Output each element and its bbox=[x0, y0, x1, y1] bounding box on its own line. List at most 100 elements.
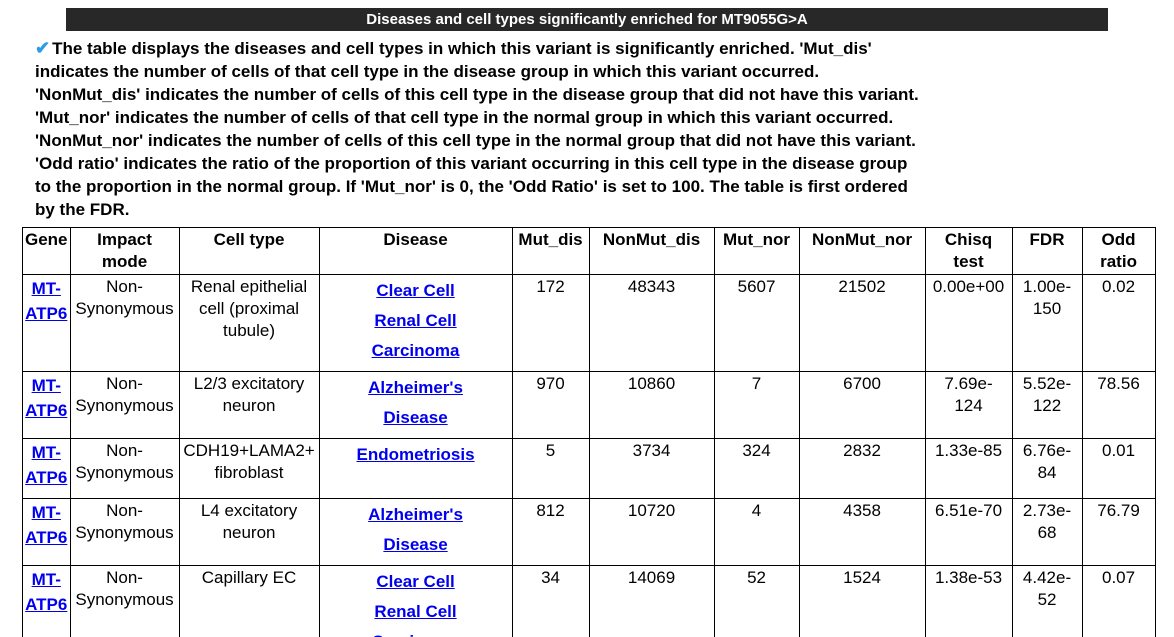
gene-link[interactable]: MT- ATP6 bbox=[25, 376, 68, 420]
nonmut-nor-cell: 21502 bbox=[798, 274, 926, 372]
mut-dis-cell: 5 bbox=[511, 438, 590, 499]
gene-link[interactable]: MT- ATP6 bbox=[25, 443, 68, 487]
impact-mode-cell: Non- Synonymous bbox=[69, 371, 180, 439]
fdr-cell: 2.73e- 68 bbox=[1011, 498, 1083, 566]
gene-cell: MT- ATP6 bbox=[22, 371, 71, 439]
mut-dis-cell: 34 bbox=[511, 565, 590, 637]
disease-link[interactable]: Clear Cell bbox=[376, 572, 455, 591]
nonmut-dis-cell: 48343 bbox=[588, 274, 715, 372]
nonmut-nor-cell: 1524 bbox=[798, 565, 926, 637]
gene-link[interactable]: MT- ATP6 bbox=[25, 570, 68, 614]
checkmark-icon: ✔ bbox=[35, 38, 51, 58]
disease-links: Alzheimer's Disease bbox=[322, 504, 510, 556]
disease-link[interactable]: Renal Cell bbox=[374, 311, 457, 330]
mut-nor-cell: 7 bbox=[713, 371, 800, 439]
cell-type-cell: CDH19+LAMA2+ fibroblast bbox=[178, 438, 320, 499]
cell-type-cell: L2/3 excitatory neuron bbox=[178, 371, 320, 439]
column-header-mut-dis: Mut_dis bbox=[511, 227, 590, 275]
cell-type-cell: Renal epithelial cell (proximal tubule) bbox=[178, 274, 320, 372]
mut-dis-cell: 172 bbox=[511, 274, 590, 372]
mut-nor-cell: 5607 bbox=[713, 274, 800, 372]
disease-link[interactable]: Endometriosis bbox=[356, 445, 475, 464]
disease-link[interactable]: Renal Cell bbox=[374, 602, 457, 621]
gene-link[interactable]: MT- ATP6 bbox=[25, 503, 68, 547]
disease-link[interactable]: Carcinoma bbox=[322, 631, 510, 637]
disease-link[interactable]: Alzheimer's bbox=[368, 378, 463, 397]
mut-nor-cell: 4 bbox=[713, 498, 800, 566]
mut-nor-cell: 52 bbox=[713, 565, 800, 637]
fdr-cell: 4.42e- 52 bbox=[1011, 565, 1083, 637]
nonmut-nor-cell: 4358 bbox=[798, 498, 926, 566]
chisq-test-cell: 7.69e- 124 bbox=[924, 371, 1013, 439]
nonmut-dis-cell: 10720 bbox=[588, 498, 715, 566]
nonmut-dis-cell: 14069 bbox=[588, 565, 715, 637]
gene-cell: MT- ATP6 bbox=[22, 274, 71, 372]
column-header-odd-ratio: Odd ratio bbox=[1081, 227, 1156, 275]
cell-type-cell: Capillary EC bbox=[178, 565, 320, 637]
column-header-mut-nor: Mut_nor bbox=[713, 227, 800, 275]
odd-ratio-cell: 0.01 bbox=[1081, 438, 1156, 499]
disease-cell: Clear Cell Renal Cell Carcinoma bbox=[318, 565, 513, 637]
column-header-gene: Gene bbox=[22, 227, 71, 275]
fdr-cell: 5.52e- 122 bbox=[1011, 371, 1083, 439]
column-header-impact-mode: Impact mode bbox=[69, 227, 180, 275]
mut-dis-cell: 970 bbox=[511, 371, 590, 439]
chisq-test-cell: 1.33e-85 bbox=[924, 438, 1013, 499]
fdr-cell: 6.76e- 84 bbox=[1011, 438, 1083, 499]
nonmut-nor-cell: 2832 bbox=[798, 438, 926, 499]
impact-mode-cell: Non- Synonymous bbox=[69, 438, 180, 499]
odd-ratio-cell: 0.02 bbox=[1081, 274, 1156, 372]
impact-mode-cell: Non- Synonymous bbox=[69, 498, 180, 566]
table-row: MT- ATP6 Non- Synonymous L4 excitatory neu… bbox=[22, 498, 1156, 566]
page-title: Diseases and cell types significantly en… bbox=[66, 8, 1108, 31]
impact-mode-cell: Non- Synonymous bbox=[69, 274, 180, 372]
nonmut-dis-cell: 3734 bbox=[588, 438, 715, 499]
odd-ratio-cell: 0.07 bbox=[1081, 565, 1156, 637]
table-row: MT- ATP6 Non- Synonymous Capillary EC Clear… bbox=[22, 565, 1156, 637]
gene-link[interactable]: MT- ATP6 bbox=[25, 279, 68, 323]
disease-link[interactable]: Carcinoma bbox=[371, 341, 460, 360]
mut-dis-cell: 812 bbox=[511, 498, 590, 566]
gene-cell: MT- ATP6 bbox=[22, 498, 71, 566]
mut-nor-cell: 324 bbox=[713, 438, 800, 499]
disease-cell: Alzheimer's Disease bbox=[318, 371, 513, 439]
disease-cell: Clear Cell Renal Cell Carcinoma bbox=[318, 274, 513, 372]
column-header-chisq-test: Chisq test bbox=[924, 227, 1013, 275]
odd-ratio-cell: 78.56 bbox=[1081, 371, 1156, 439]
table-row: MT- ATP6 Non- Synonymous Renal epithelial … bbox=[22, 274, 1156, 372]
odd-ratio-cell: 76.79 bbox=[1081, 498, 1156, 566]
chisq-test-cell: 1.38e-53 bbox=[924, 565, 1013, 637]
disease-link[interactable]: Disease bbox=[383, 408, 448, 427]
cell-type-cell: L4 excitatory neuron bbox=[178, 498, 320, 566]
disease-links: Clear Cell Renal Cell Carcinoma bbox=[322, 571, 510, 637]
table-row: MT- ATP6 Non- Synonymous CDH19+LAMA2+ fibr… bbox=[22, 438, 1156, 499]
disease-links: Endometriosis bbox=[322, 444, 510, 466]
table-body: MT- ATP6 Non- Synonymous Renal epithelial … bbox=[22, 274, 1156, 637]
column-header-fdr: FDR bbox=[1011, 227, 1083, 275]
description-text: The table displays the diseases and cell… bbox=[35, 39, 919, 219]
impact-mode-cell: Non- Synonymous bbox=[69, 565, 180, 637]
enrichment-table: Gene Impact mode Cell type Disease Mut_dis No… bbox=[22, 227, 1156, 637]
disease-link[interactable]: Disease bbox=[383, 535, 448, 554]
disease-links: Clear Cell Renal Cell Carcinoma bbox=[322, 280, 510, 362]
gene-cell: MT- ATP6 bbox=[22, 438, 71, 499]
fdr-cell: 1.00e- 150 bbox=[1011, 274, 1083, 372]
gene-cell: MT- ATP6 bbox=[22, 565, 71, 637]
column-header-nonmut-dis: NonMut_dis bbox=[588, 227, 715, 275]
nonmut-nor-cell: 6700 bbox=[798, 371, 926, 439]
disease-cell: Endometriosis bbox=[318, 438, 513, 499]
disease-links: Alzheimer's Disease bbox=[322, 377, 510, 429]
chisq-test-cell: 6.51e-70 bbox=[924, 498, 1013, 566]
table-row: MT- ATP6 Non- Synonymous L2/3 excitatory n… bbox=[22, 371, 1156, 439]
chisq-test-cell: 0.00e+00 bbox=[924, 274, 1013, 372]
disease-link[interactable]: Alzheimer's bbox=[368, 505, 463, 524]
header-row: Gene Impact mode Cell type Disease Mut_dis No… bbox=[22, 227, 1156, 275]
disease-cell: Alzheimer's Disease bbox=[318, 498, 513, 566]
disease-link[interactable]: Clear Cell bbox=[376, 281, 455, 300]
nonmut-dis-cell: 10860 bbox=[588, 371, 715, 439]
column-header-cell-type: Cell type bbox=[178, 227, 320, 275]
column-header-nonmut-nor: NonMut_nor bbox=[798, 227, 926, 275]
column-header-disease: Disease bbox=[318, 227, 513, 275]
description: ✔ The table displays the diseases and cel… bbox=[35, 37, 1113, 221]
